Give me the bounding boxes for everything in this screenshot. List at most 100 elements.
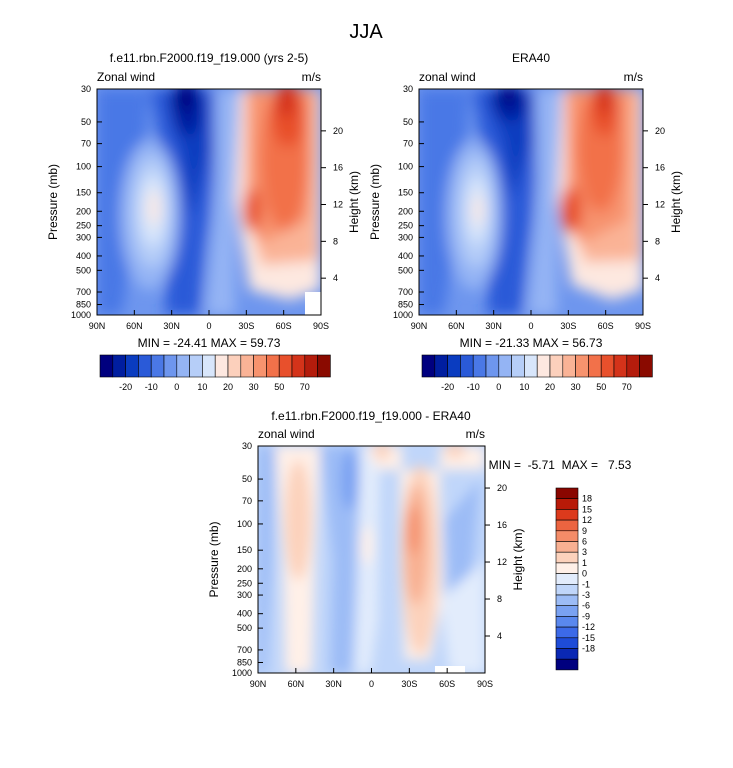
panel-model-colorbar-swatch — [240, 354, 254, 378]
panel-era40-colorbar-label: 30 — [571, 382, 581, 392]
panel-difference-ytick-label: 850 — [237, 657, 252, 667]
panel-difference-colorbar-swatch — [555, 594, 579, 606]
panel-era40-colorbar-swatch — [421, 354, 436, 378]
panel-model-colorbar-label: 20 — [223, 382, 233, 392]
panel-difference-right-label: m/s — [466, 427, 485, 441]
panel-difference-xtick-label: 0 — [369, 679, 374, 689]
panel-difference-field — [258, 446, 485, 673]
panel-difference-stats: MIN = -5.71 MAX = 7.53 — [489, 458, 632, 472]
panel-model-xtick-label: 90N — [89, 321, 106, 331]
panel-difference-ytick-label: 1000 — [232, 668, 252, 678]
panel-model-colorbar-label: 30 — [249, 382, 259, 392]
panel-model-colorbar-swatch — [202, 354, 216, 378]
panel-era40-colorbar-swatch — [460, 354, 474, 378]
panel-difference-colorbar-label: -3 — [582, 590, 590, 600]
panel-difference-ytick-label: 150 — [237, 545, 252, 555]
panel-model-ytick-label: 30 — [81, 84, 91, 94]
panel-difference-ytick-label: 50 — [242, 474, 252, 484]
panel-model-ytick-label: 50 — [81, 117, 91, 127]
panel-era40-xtick-label: 60S — [598, 321, 614, 331]
panel-model-colorbar-swatch — [125, 354, 139, 378]
axes-layer: 90N 60N 30N 0 30S 60S 90S305070100150200250300… — [46, 84, 683, 689]
panel-difference-colorbar-label: 1 — [582, 558, 587, 568]
panel-difference-colorbar-label: -15 — [582, 633, 595, 643]
panel-era40-ytick-label: 100 — [398, 162, 413, 172]
panel-era40-title: ERA40 — [512, 51, 550, 65]
panel-era40: ERA40 zonal wind m/s — [418, 51, 644, 316]
panel-era40-colorbar-label: -10 — [467, 382, 480, 392]
panel-difference-ytick-right-label: 12 — [497, 557, 507, 567]
panel-era40-colorbar-label: 70 — [622, 382, 632, 392]
panel-difference-colorbar-swatch — [555, 616, 579, 628]
panel-model-colorbar-label: 0 — [174, 382, 179, 392]
panel-difference-ytick-right-label: 4 — [497, 631, 502, 641]
panel-era40-colorbar-label: 0 — [496, 382, 501, 392]
panel-era40-colorbar-swatch — [524, 354, 538, 378]
panel-era40-colorbar-swatch — [434, 354, 448, 378]
panel-model-ytick-label: 300 — [76, 232, 91, 242]
panel-model-left-label: Zonal wind — [97, 70, 155, 84]
panel-difference-ytick-label: 300 — [237, 590, 252, 600]
panel-difference-ytick-label: 70 — [242, 496, 252, 506]
panel-difference-ytick-label: 500 — [237, 623, 252, 633]
panel-difference: f.e11.rbn.F2000.f19_f19.000 - ERA40 zona… — [257, 409, 486, 674]
colorbar-layer: -20 -10 0 10 20 30 50 70 -20 -10 0 10 20 30 50 70181512… — [99, 354, 653, 671]
panel-era40-colorbar-label: -20 — [441, 382, 454, 392]
panel-difference-colorbar-label: -18 — [582, 644, 595, 654]
panel-difference-ytick-label: 100 — [237, 519, 252, 529]
panel-era40-colorbar-swatch — [588, 354, 602, 378]
panel-era40-ytick-label: 300 — [398, 232, 413, 242]
panel-era40-ytick-label: 50 — [403, 117, 413, 127]
panel-model-colorbar-swatch — [176, 354, 190, 378]
panel-difference-colorbar-label: -9 — [582, 611, 590, 621]
panel-model-ytick-right-label: 8 — [333, 236, 338, 246]
panel-era40-colorbar-swatch — [600, 354, 615, 378]
panel-model-colorbar-swatch — [304, 354, 318, 378]
panel-difference-xtick-label: 30S — [401, 679, 417, 689]
panel-difference-colorbar-label: 12 — [582, 515, 592, 525]
panel-difference-colorbar-swatch — [555, 551, 579, 564]
panel-era40-colorbar-label: 50 — [596, 382, 606, 392]
panel-model-field — [97, 89, 321, 315]
panel-era40-colorbar-swatch — [613, 354, 628, 378]
panel-era40-ytick-label: 250 — [398, 221, 413, 231]
panel-difference-colorbar-label: 6 — [582, 537, 587, 547]
panel-difference-colorbar-swatch — [555, 498, 579, 510]
panel-era40-colorbar-swatch — [498, 354, 512, 378]
panel-model-colorbar-swatch — [189, 354, 203, 378]
panel-era40-ytick-label: 700 — [398, 287, 413, 297]
panel-model-colorbar-label: -10 — [145, 382, 158, 392]
panel-model-colorbar-swatch — [163, 354, 178, 378]
panel-era40-stats: MIN = -21.33 MAX = 56.73 — [460, 336, 603, 350]
panel-model-colorbar-swatch — [150, 354, 165, 378]
panel-model-colorbar-swatch — [112, 354, 126, 378]
panel-era40-colorbar-label: 10 — [519, 382, 529, 392]
panel-difference-colorbar-swatch — [555, 626, 579, 639]
panel-difference-colorbar-swatch — [555, 583, 579, 596]
panel-era40-colorbar-swatch — [536, 354, 551, 378]
panel-model-colorbar-swatch — [99, 354, 114, 378]
panel-model-ylabel: Pressure (mb) — [46, 164, 60, 240]
panel-model-ytick-right-label: 16 — [333, 163, 343, 173]
panel-era40-colorbar-swatch — [472, 354, 487, 378]
panel-difference-colorbar-swatch — [555, 519, 579, 532]
panel-era40-ytick-right-label: 4 — [655, 273, 660, 283]
panel-model-stats: MIN = -24.41 MAX = 59.73 — [138, 336, 281, 350]
panel-difference-ytick-label: 200 — [237, 564, 252, 574]
panel-model-colorbar-swatch — [253, 354, 267, 378]
panel-difference-xtick-label: 60S — [439, 679, 455, 689]
panel-model-colorbar-swatch — [291, 354, 306, 378]
panel-difference-xtick-label: 30N — [325, 679, 342, 689]
panel-era40-colorbar-swatch — [511, 354, 525, 378]
panel-era40-colorbar-swatch — [447, 354, 461, 378]
panel-difference-xtick-label: 90N — [250, 679, 267, 689]
panel-model-colorbar-swatch — [278, 354, 293, 378]
panel-difference-colorbar-swatch — [555, 605, 579, 617]
panel-difference-colorbar-swatch — [555, 658, 579, 671]
panel-difference-ytick-right-label: 8 — [497, 594, 502, 604]
panel-difference-colorbar-label: 18 — [582, 494, 592, 504]
panel-model-colorbar-swatch — [317, 354, 331, 378]
panel-model-xtick-label: 60N — [126, 321, 143, 331]
panel-model-colorbar-label: 70 — [300, 382, 310, 392]
